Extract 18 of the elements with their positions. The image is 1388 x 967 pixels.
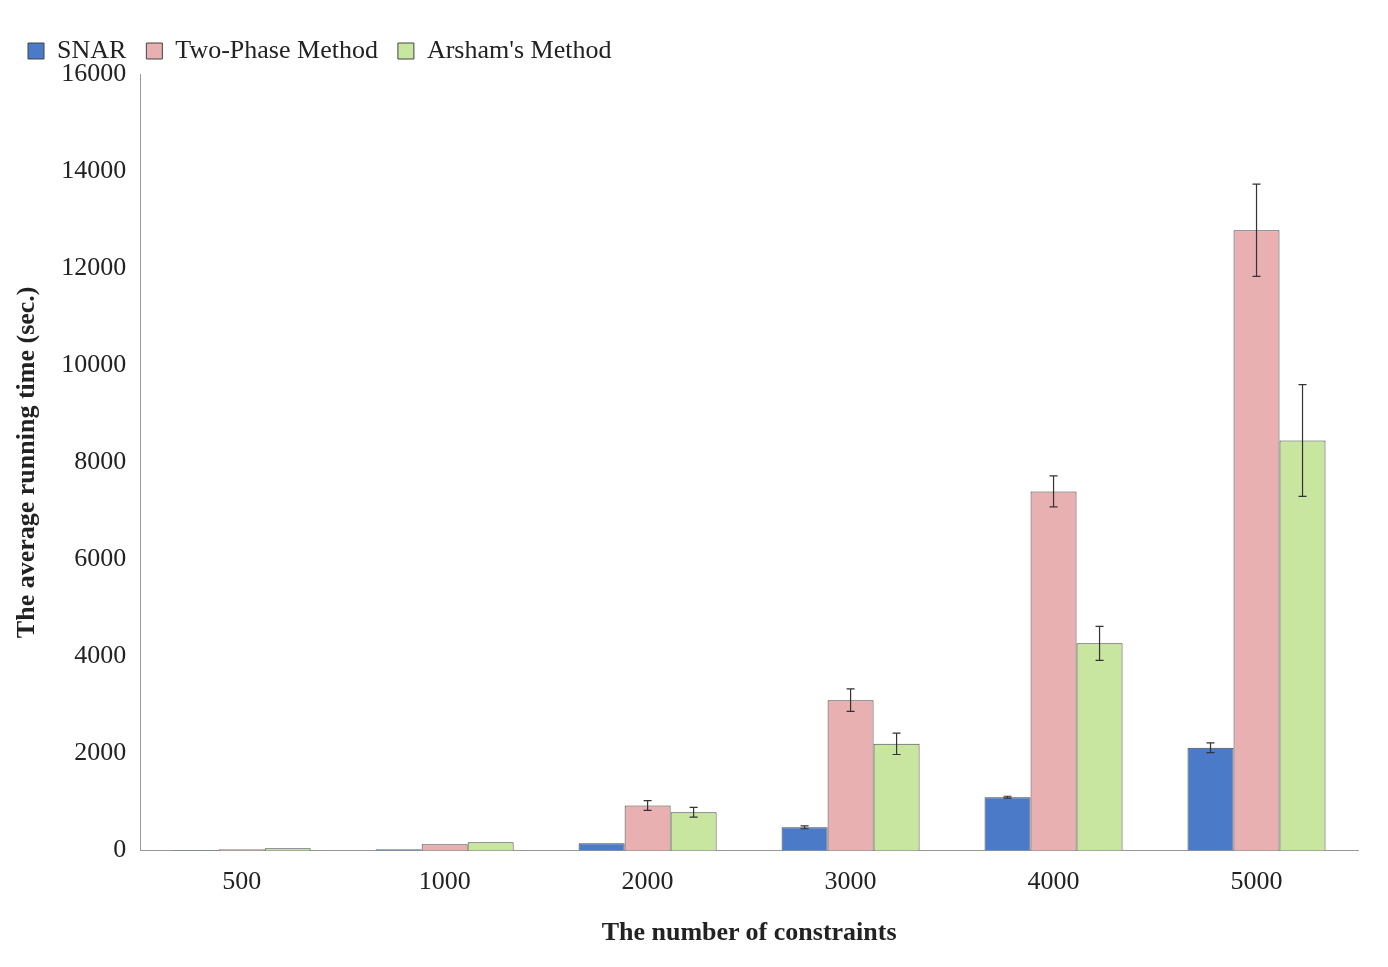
y-tick-label: 0 [113,834,127,864]
y-tick-label: 10000 [61,349,127,379]
x-tick-label: 2000 [621,866,674,896]
x-tick-label: 500 [222,866,262,896]
legend-label: Two-Phase Method [175,34,378,64]
y-tick-label: 2000 [74,737,127,767]
y-tick-label: 8000 [74,446,127,476]
x-axis-title: The number of constraints [601,917,897,947]
y-axis-title: The average running time (sec.) [11,286,41,639]
legend-label: Arsham's Method [426,34,612,64]
x-tick-label: 5000 [1230,866,1283,896]
y-tick-label: 12000 [61,251,127,281]
x-tick-label: 3000 [824,866,877,896]
y-tick-label: 6000 [74,543,127,573]
x-tick-label: 1000 [418,866,471,896]
y-tick-label: 4000 [74,640,127,670]
y-tick-label: 14000 [61,154,127,184]
x-tick-label: 4000 [1027,866,1080,896]
